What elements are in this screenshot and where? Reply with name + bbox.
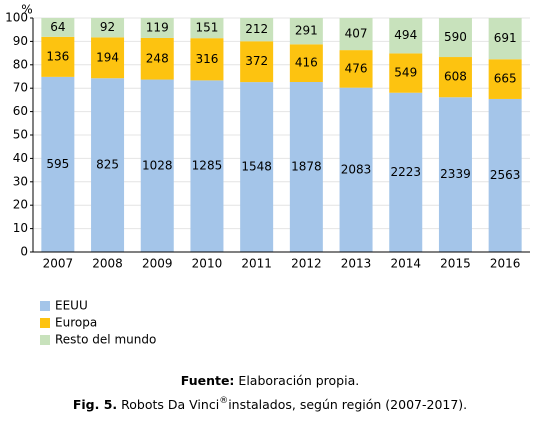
- figure-caption: Fig. 5. Robots Da Vinci®instalados, segú…: [73, 396, 467, 412]
- data-label: 316: [195, 52, 218, 66]
- y-tick-label: 30: [13, 174, 28, 188]
- legend-label: EEUU: [55, 299, 88, 313]
- bar-segment: [240, 18, 274, 42]
- fig-label: Fig. 5.: [73, 397, 117, 412]
- data-label: 291: [295, 24, 318, 38]
- bar-segment: [339, 18, 373, 51]
- data-label: 248: [146, 51, 169, 65]
- bar-segment: [190, 38, 224, 81]
- x-tick-label: 2013: [341, 257, 372, 271]
- bar-segment: [140, 18, 174, 38]
- legend-swatch: [40, 335, 50, 345]
- y-tick-label: 100: [5, 11, 28, 25]
- bar-segment: [140, 79, 174, 253]
- bar-segment: [91, 78, 125, 252]
- data-label: 212: [245, 22, 268, 36]
- y-tick-label: 0: [20, 245, 28, 259]
- data-label: 416: [295, 56, 318, 70]
- data-label: 2563: [490, 168, 521, 182]
- x-tick-label: 2014: [390, 257, 421, 271]
- bar-segment: [190, 18, 224, 39]
- bar-segment: [488, 59, 522, 99]
- data-label: 1285: [192, 159, 223, 173]
- data-label: 2083: [341, 162, 372, 176]
- y-tick-label: 10: [13, 221, 28, 235]
- data-label: 2339: [440, 167, 471, 181]
- bar-segment: [41, 18, 75, 37]
- bar-segment: [91, 37, 125, 79]
- data-label: 136: [46, 49, 69, 63]
- y-tick-label: 90: [13, 34, 28, 48]
- x-tick-label: 2009: [142, 257, 173, 271]
- bar-segment: [438, 97, 472, 253]
- data-label: 494: [394, 28, 417, 42]
- x-tick-label: 2007: [43, 257, 74, 271]
- source-text: Elaboración propia.: [238, 373, 359, 388]
- source-label: Fuente:: [181, 373, 235, 388]
- bar-segment: [488, 98, 522, 253]
- x-tick-label: 2008: [92, 257, 123, 271]
- bar-segment: [389, 53, 423, 93]
- y-tick-label: 70: [13, 81, 28, 95]
- data-label: 407: [345, 27, 368, 41]
- bar-segment: [289, 81, 323, 252]
- bar-segment: [488, 18, 522, 60]
- data-label: 151: [195, 21, 218, 35]
- data-label: 691: [494, 31, 517, 45]
- data-label: 476: [345, 61, 368, 75]
- bar-segment: [240, 41, 274, 83]
- data-label: 1028: [142, 158, 173, 172]
- x-tick-label: 2010: [192, 257, 223, 271]
- data-label: 665: [494, 72, 517, 86]
- source: Fuente: Elaboración propia.: [181, 373, 359, 388]
- legend-label: Europa: [55, 316, 97, 330]
- bar-segment: [91, 18, 125, 38]
- data-label: 608: [444, 70, 467, 84]
- data-label: 590: [444, 30, 467, 44]
- bar-segment: [41, 76, 75, 253]
- bar-segment: [41, 36, 75, 77]
- bar-segment: [389, 92, 423, 252]
- x-tick-label: 2016: [490, 257, 521, 271]
- data-label: 549: [394, 66, 417, 80]
- bar-segment: [289, 18, 323, 45]
- data-label: 595: [46, 157, 69, 171]
- y-tick-label: 50: [13, 128, 28, 142]
- data-label: 194: [96, 50, 119, 64]
- bar-segment: [339, 50, 373, 88]
- bar-segment: [438, 57, 472, 98]
- x-tick-label: 2012: [291, 257, 322, 271]
- y-axis-label: %: [21, 3, 32, 17]
- legend-label: Resto del mundo: [55, 333, 156, 347]
- data-label: 1878: [291, 159, 322, 173]
- bar-segment: [389, 18, 423, 54]
- data-label: 1548: [241, 160, 272, 174]
- fig-text: Robots Da Vinci: [121, 397, 219, 412]
- data-label: 372: [245, 54, 268, 68]
- data-label: 119: [146, 20, 169, 34]
- bar-segment: [289, 44, 323, 82]
- legend-swatch: [40, 318, 50, 328]
- bar-segment: [240, 82, 274, 252]
- y-tick-label: 60: [13, 104, 28, 118]
- bar-segment: [438, 18, 472, 58]
- y-tick-label: 80: [13, 57, 28, 71]
- bar-segment: [140, 37, 174, 80]
- x-tick-label: 2011: [241, 257, 272, 271]
- bar-segment: [190, 80, 224, 252]
- fig-mark: ®: [219, 396, 228, 406]
- data-label: 64: [50, 20, 65, 34]
- y-tick-label: 20: [13, 198, 28, 212]
- data-label: 2223: [390, 165, 421, 179]
- fig-rest: instalados, según región (2007-2017).: [228, 397, 467, 412]
- bar-segment: [339, 87, 373, 253]
- legend-swatch: [40, 301, 50, 311]
- x-tick-label: 2015: [440, 257, 471, 271]
- data-label: 825: [96, 158, 119, 172]
- data-label: 92: [100, 20, 115, 34]
- y-tick-label: 40: [13, 151, 28, 165]
